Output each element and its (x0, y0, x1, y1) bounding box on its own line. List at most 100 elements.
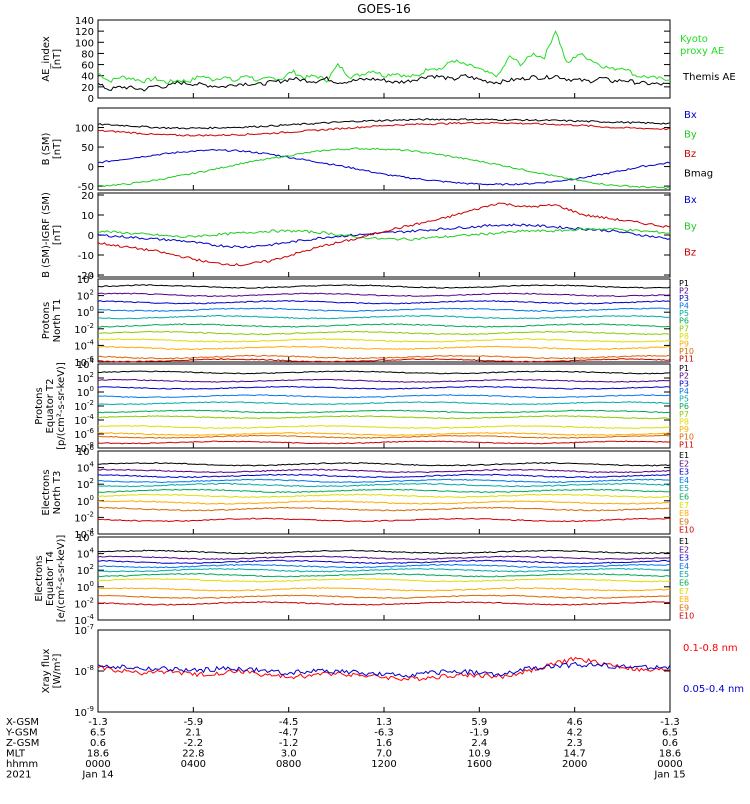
x-axis-value: 6.5 (90, 728, 106, 739)
y-axis-label: Equator T4 (45, 551, 56, 606)
x-axis-value: 22.8 (182, 749, 204, 760)
y-axis-label: Equator T2 (45, 379, 56, 434)
legend-entry: E1 (679, 537, 689, 546)
y-tick-label: 10-8 (74, 664, 94, 678)
legend-entry: P1 (679, 279, 689, 288)
y-tick-label: -10 (78, 251, 94, 262)
legend-entry: P7 (679, 410, 689, 419)
legend-entry: P2 (679, 287, 689, 296)
series-line-p4 (97, 394, 671, 399)
x-axis-value: 18.6 (659, 749, 681, 760)
y-tick-label: 10-6 (74, 427, 94, 441)
x-axis-row-label: Y-GSM (5, 728, 38, 739)
legend-entry: E3 (679, 554, 689, 563)
legend-entry: E8 (679, 595, 689, 604)
series-line-p5 (97, 314, 671, 320)
series-line-p3 (97, 385, 671, 390)
x-axis-value: 0000 (657, 759, 682, 770)
series-line-p6 (98, 323, 671, 328)
series-line-e10 (97, 601, 671, 606)
series-line-bmag (97, 118, 671, 130)
x-axis-value: Jan 15 (653, 770, 685, 781)
series-line-by (97, 227, 671, 241)
series-line-bx (97, 223, 671, 249)
legend-entry: P3 (679, 379, 689, 388)
x-axis-value: -2.2 (184, 738, 204, 749)
y-tick-label: 100 (75, 38, 94, 49)
legend-entry: E2 (679, 459, 689, 468)
y-tick-label: 80 (81, 49, 94, 60)
series-line-bz (97, 121, 671, 137)
y-tick-label: 104 (77, 272, 95, 286)
legend-entry: P8 (679, 417, 689, 426)
x-axis-row-label: hhmm (6, 759, 38, 770)
series-line-p4 (98, 307, 671, 312)
series-line-e2 (97, 555, 671, 560)
legend-entry: P8 (679, 332, 689, 341)
y-tick-label: 0 (88, 163, 94, 174)
y-axis-label: Electrons (34, 555, 45, 601)
y-axis-label: Electrons (41, 469, 52, 515)
legend-entry: Bz (684, 248, 696, 259)
series-line-themis-ae (97, 74, 671, 92)
panel-frame (97, 192, 671, 278)
legend-entry: Bz (684, 149, 696, 160)
legend-entry: 0.05-0.4 nm (683, 684, 744, 695)
series-line-p3 (97, 300, 671, 305)
y-axis-label: AE_index (41, 36, 52, 82)
x-axis-value: 2.1 (185, 728, 201, 739)
y-tick-label: 10-4 (74, 527, 94, 541)
y-tick-label: 20 (81, 83, 94, 94)
legend-entry: P11 (679, 354, 694, 363)
y-tick-label: 20 (81, 191, 94, 202)
y-tick-label: 106 (77, 530, 95, 544)
legend-entry: E7 (679, 501, 689, 510)
x-axis-value: 7.0 (376, 749, 392, 760)
series-line-e6 (97, 572, 671, 578)
legend-entry: P6 (679, 402, 689, 411)
series-line-p1 (97, 284, 671, 289)
legend-entry: P7 (679, 324, 689, 333)
x-axis-value: -1.2 (279, 738, 299, 749)
x-axis-row-label: Z-GSM (6, 738, 39, 749)
x-axis-value: 5.9 (471, 717, 487, 728)
legend-entry: P2 (679, 372, 689, 381)
y-tick-label: 10-4 (74, 338, 94, 352)
series-line-p10 (97, 434, 671, 439)
series-line-p8 (97, 338, 671, 343)
y-tick-label: 100 (77, 305, 94, 319)
y-axis-label: [nT] (52, 225, 63, 245)
series-line-bz (97, 202, 671, 267)
y-tick-label: 106 (77, 444, 95, 458)
legend-entry: Bx (684, 195, 697, 206)
series-line-e7 (98, 493, 670, 499)
legend-entry: P4 (679, 302, 689, 311)
series-line-e6 (97, 488, 670, 494)
y-tick-label: 100 (77, 580, 94, 594)
legend-entry: P9 (679, 425, 689, 434)
y-tick-label: 10-4 (74, 413, 94, 427)
y-tick-label: 10-7 (74, 623, 94, 637)
legend-entry: P3 (679, 294, 689, 303)
legend-entry: E5 (679, 484, 689, 493)
series-line-p8 (97, 425, 671, 429)
series-line-e3 (97, 473, 671, 479)
series-line-p7 (97, 415, 671, 420)
legend-entry: P4 (679, 387, 689, 396)
y-tick-label: 100 (75, 124, 94, 135)
y-axis-label: North T3 (52, 471, 63, 515)
y-axis-label: North T1 (52, 299, 63, 343)
legend-entry: E9 (679, 517, 689, 526)
legend-entry: By (684, 130, 697, 141)
series-line-p9 (97, 345, 671, 351)
y-tick-label: 10-4 (74, 613, 94, 627)
y-tick-label: 140 (75, 16, 94, 27)
y-tick-label: -50 (78, 182, 94, 193)
legend-entry: E4 (679, 476, 689, 485)
x-axis-value: -6.3 (374, 728, 394, 739)
y-tick-label: 120 (75, 27, 94, 38)
x-axis-value: 3.0 (281, 749, 297, 760)
legend-entry: Bx (684, 110, 697, 121)
x-axis-value: -1.3 (660, 717, 680, 728)
